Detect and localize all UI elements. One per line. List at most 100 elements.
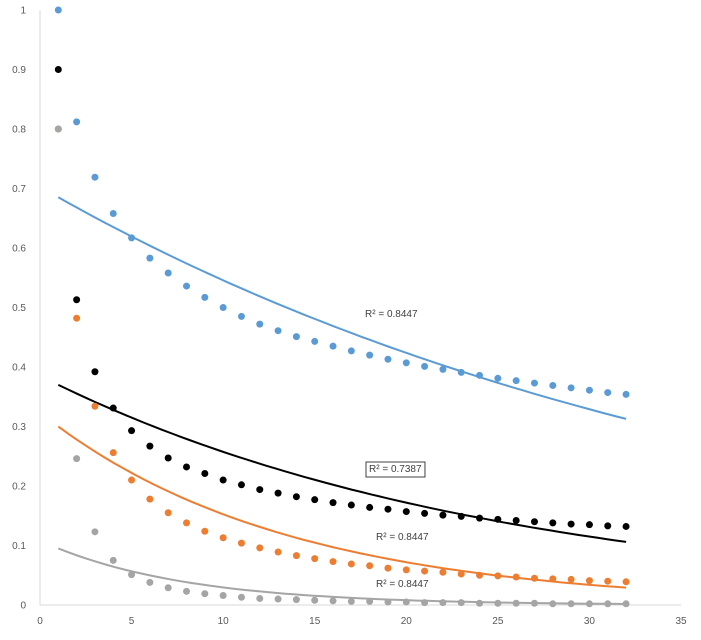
data-point (421, 599, 429, 607)
data-point (219, 534, 227, 542)
y-tick-label: 0.1 (12, 541, 26, 552)
data-point (256, 486, 264, 494)
data-point (146, 495, 154, 503)
data-point (549, 600, 557, 608)
data-point (164, 269, 172, 277)
data-point (54, 6, 62, 14)
trendline-series-1 (57, 196, 627, 420)
data-point (183, 463, 191, 471)
data-point (91, 528, 99, 536)
data-point (164, 509, 172, 517)
r2-label: R² = 0.8447 (376, 579, 429, 590)
data-points (54, 6, 630, 608)
data-point (329, 342, 337, 350)
data-point (530, 574, 538, 582)
data-point (439, 599, 447, 607)
data-point (457, 570, 465, 578)
data-point (146, 578, 154, 586)
data-point (604, 522, 612, 530)
data-point (421, 362, 429, 370)
data-point (512, 573, 520, 581)
data-point (329, 499, 337, 507)
data-point (585, 521, 593, 529)
data-point (274, 595, 282, 603)
r2-labels: R² = 0.8447 R² = 0.7387 R² = 0.8447 R² = 0.… (365, 309, 429, 590)
data-point (73, 455, 81, 463)
y-tick-label: 0.8 (12, 125, 26, 136)
data-point (347, 347, 355, 355)
data-point (585, 577, 593, 585)
data-point (73, 314, 81, 322)
data-point (128, 476, 136, 484)
data-point (402, 598, 410, 606)
data-point (54, 66, 62, 73)
data-point (494, 599, 502, 607)
data-point (256, 544, 264, 552)
data-point (457, 512, 465, 520)
data-point (366, 597, 374, 605)
data-point (439, 568, 447, 576)
data-point (567, 575, 575, 583)
trendlines (57, 196, 627, 605)
data-point (476, 599, 484, 607)
data-point (604, 600, 612, 608)
y-tick-label: 0 (20, 601, 26, 612)
data-point (585, 600, 593, 608)
x-tick-label: 30 (584, 616, 596, 627)
data-point (604, 389, 612, 397)
data-point (237, 539, 245, 547)
x-tick-label: 10 (218, 616, 230, 627)
data-point (366, 351, 374, 359)
data-point (549, 519, 557, 527)
y-tick-label: 0.3 (12, 422, 26, 433)
data-point (384, 355, 392, 363)
data-point (311, 555, 319, 563)
y-tick-label: 0.7 (12, 184, 26, 195)
x-tick-label: 25 (492, 616, 504, 627)
data-point (109, 404, 117, 412)
data-point (439, 365, 447, 373)
r2-label: R² = 0.8447 (376, 532, 429, 543)
data-point (384, 505, 392, 513)
data-point (146, 254, 154, 262)
data-point (347, 501, 355, 509)
data-point (237, 481, 245, 489)
data-point (421, 567, 429, 575)
data-point (384, 564, 392, 572)
data-point (109, 449, 117, 457)
data-point (311, 496, 319, 504)
data-point (237, 312, 245, 320)
data-point (530, 599, 538, 607)
r2-label-box (365, 461, 426, 478)
data-point (274, 327, 282, 335)
data-point (146, 442, 154, 450)
data-point (292, 552, 300, 560)
data-point (292, 596, 300, 604)
data-point (622, 390, 630, 398)
r2-label: R² = 0.7387 (369, 464, 422, 475)
trendline-series-3 (57, 425, 627, 589)
y-tick-label: 0.5 (12, 303, 26, 314)
data-point (329, 558, 337, 566)
data-point (567, 600, 575, 608)
data-point (622, 522, 630, 530)
data-point (128, 571, 136, 579)
data-point (201, 590, 209, 598)
y-tick-label: 0.4 (12, 363, 26, 374)
r2-label: R² = 0.8447 (365, 309, 418, 320)
data-point (366, 562, 374, 570)
data-point (402, 359, 410, 367)
data-point (128, 427, 136, 435)
x-tick-label: 20 (401, 616, 413, 627)
data-point (201, 527, 209, 535)
data-point (402, 508, 410, 516)
data-point (73, 296, 81, 304)
data-point (292, 333, 300, 341)
data-point (476, 571, 484, 579)
data-point (530, 379, 538, 387)
data-point (274, 489, 282, 497)
trendline-series-2 (57, 383, 627, 543)
data-point (384, 598, 392, 606)
data-point (476, 371, 484, 379)
